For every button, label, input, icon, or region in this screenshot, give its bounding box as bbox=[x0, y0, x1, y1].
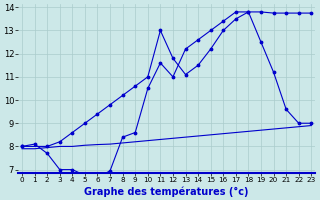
X-axis label: Graphe des températures (°c): Graphe des températures (°c) bbox=[84, 186, 249, 197]
